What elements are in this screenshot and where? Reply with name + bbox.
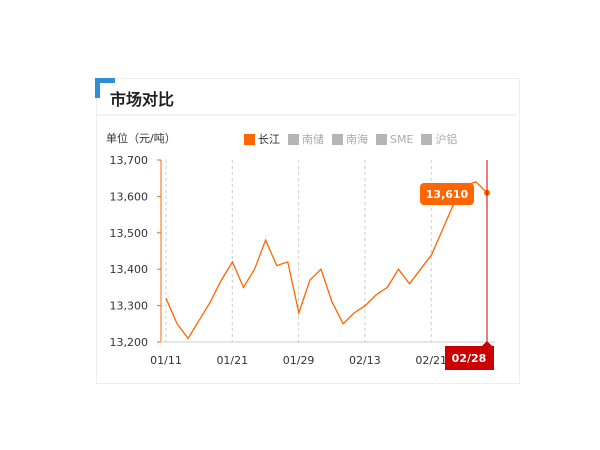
legend-swatch [288, 133, 299, 145]
legend-swatch [376, 133, 387, 145]
legend-label: 长江 [258, 133, 280, 146]
legend-item[interactable]: 南海 [332, 131, 368, 147]
legend-swatch [332, 133, 343, 145]
tooltip-date: 02/28 [452, 352, 487, 365]
divider [97, 114, 517, 116]
panel-title: 市场对比 [110, 90, 175, 109]
y-tick-label: 13,300 [110, 300, 149, 313]
tooltip-value-box [420, 183, 474, 205]
series-line-changjiang [165, 181, 488, 340]
y-tick-label: 13,600 [110, 190, 149, 203]
legend-item[interactable]: SME [376, 131, 413, 147]
unit-label: 单位（元/吨） [106, 132, 176, 145]
legend-item[interactable]: 长江 [244, 131, 280, 147]
legend-label: 沪铝 [435, 133, 458, 146]
title-accent [95, 78, 100, 98]
y-tick-label: 13,200 [110, 336, 149, 349]
legend-item[interactable]: 沪铝 [421, 131, 457, 147]
legend-item[interactable]: 南储 [288, 131, 324, 147]
y-tick-label: 13,400 [110, 263, 149, 276]
market-compare-panel [96, 78, 520, 384]
legend-label: SME [390, 132, 414, 146]
y-tick-label: 13,700 [110, 154, 149, 167]
tooltip-value: 13,610 [426, 188, 469, 201]
x-tick-label: 02/13 [349, 354, 381, 367]
x-tick-label: 01/29 [283, 354, 315, 367]
legend: 长江 南储 南海 SME 沪铝 [244, 131, 457, 147]
x-tick-label: 01/21 [216, 354, 248, 367]
legend-swatch [244, 133, 255, 145]
title-accent [95, 78, 115, 83]
legend-swatch [421, 133, 433, 145]
y-tick-label: 13,500 [110, 227, 149, 240]
legend-label: 南海 [346, 133, 368, 146]
tooltip-date-box [445, 346, 494, 370]
x-tick-label: 01/11 [150, 354, 182, 367]
x-tick-label: 02/21 [415, 354, 447, 367]
tooltip-date-pointer [482, 341, 492, 346]
legend-label: 南储 [302, 133, 324, 146]
